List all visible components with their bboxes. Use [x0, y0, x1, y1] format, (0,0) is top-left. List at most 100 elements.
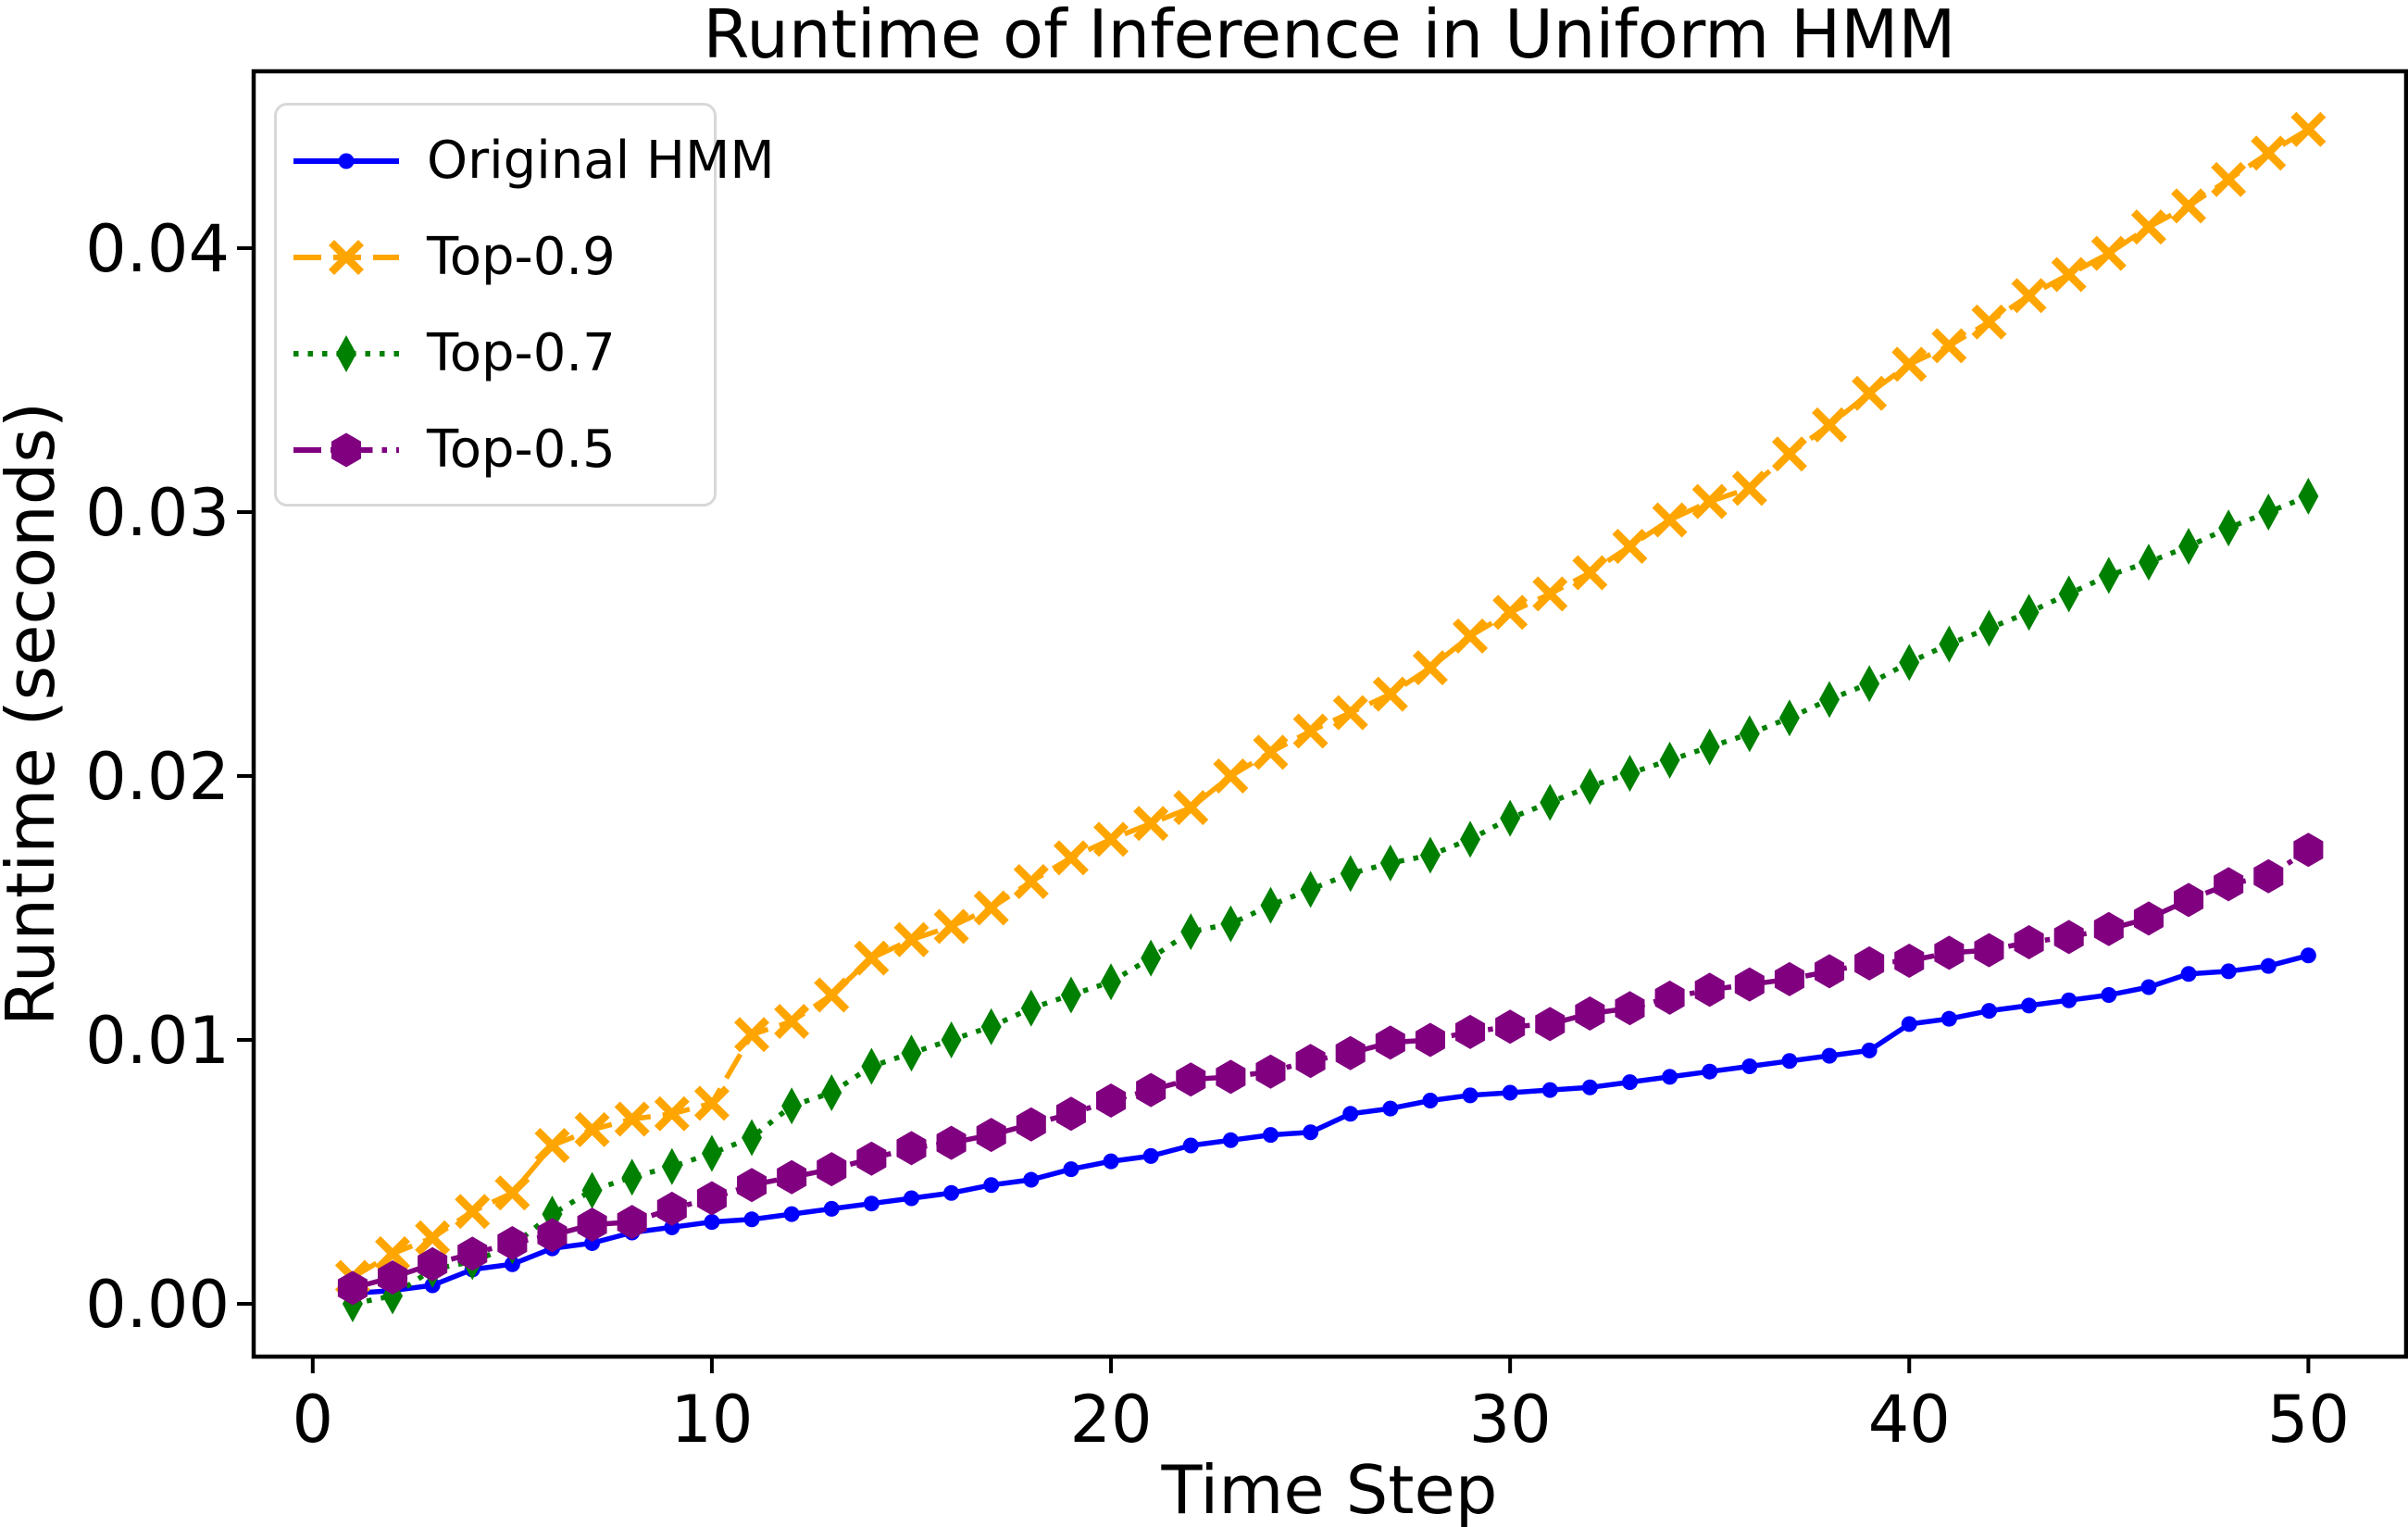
series-marker-top-0-5: [2133, 901, 2164, 936]
series-marker-top-0-5: [1815, 954, 1845, 989]
series-marker-top-0-5: [817, 1152, 847, 1187]
series-marker-top-0-9: [2171, 188, 2207, 224]
series-marker-top-0-5: [1615, 991, 1645, 1026]
series-marker-top-0-9: [1652, 502, 1688, 538]
series-marker-top-0-9: [2290, 111, 2327, 147]
series-marker-top-0-7: [1060, 976, 1081, 1014]
series-marker-top-0-7: [1819, 681, 1840, 719]
series-marker-top-0-5: [2093, 911, 2124, 946]
series-marker-top-0-9: [2090, 235, 2127, 271]
series-marker-top-0-9: [1812, 407, 1848, 443]
series-marker-original-hmm: [1382, 1100, 1399, 1117]
legend-sample-top-0-5: [293, 432, 399, 468]
series-marker-top-0-5: [1335, 1035, 1366, 1070]
legend-sample-original-hmm: [293, 153, 399, 169]
series-marker-original-hmm: [2061, 992, 2077, 1008]
series-marker-original-hmm: [1502, 1084, 1518, 1101]
series-marker-top-0-7: [581, 1171, 603, 1209]
series-marker-top-0-5: [1455, 1014, 1486, 1049]
series-marker-top-0-5: [737, 1168, 767, 1203]
series-marker-top-0-5: [1055, 1096, 1086, 1132]
series-marker-original-hmm: [1741, 1058, 1758, 1074]
series-marker-top-0-9: [1931, 328, 1967, 364]
legend-sample-marker-top-0-5: [331, 432, 362, 468]
series-marker-top-0-5: [777, 1159, 807, 1195]
series-marker-top-0-5: [1934, 935, 1965, 970]
series-marker-top-0-9: [893, 921, 930, 958]
series-marker-top-0-5: [1096, 1083, 1127, 1119]
series-marker-top-0-9: [1612, 529, 1648, 565]
series-marker-top-0-5: [537, 1218, 568, 1253]
series-marker-top-0-5: [1255, 1054, 1286, 1089]
series-marker-top-0-7: [1020, 989, 1042, 1027]
series-marker-top-0-7: [1141, 939, 1162, 977]
legend-label-original-hmm: Original HMM: [427, 131, 775, 191]
series-marker-original-hmm: [1940, 1010, 1957, 1027]
series-marker-top-0-9: [1572, 555, 1608, 591]
series-marker-original-hmm: [1422, 1093, 1439, 1109]
x-tick-label: 50: [2267, 1382, 2350, 1458]
series-marker-top-0-7: [2138, 544, 2159, 582]
series-marker-original-hmm: [2021, 997, 2038, 1014]
series-marker-top-0-9: [1771, 436, 1807, 472]
series-marker-top-0-9: [2251, 135, 2287, 171]
series-marker-top-0-5: [497, 1225, 528, 1260]
legend-item-original-hmm: Original HMM: [290, 113, 775, 209]
series-marker-top-0-7: [1300, 870, 1321, 908]
series-marker-original-hmm: [1342, 1106, 1359, 1122]
y-tick-label: 0.02: [85, 739, 230, 815]
series-marker-top-0-9: [1691, 483, 1728, 519]
series-marker-top-0-7: [980, 1008, 1002, 1045]
series-marker-top-0-9: [1453, 618, 1489, 654]
series-marker-top-0-9: [734, 1017, 770, 1053]
series-marker-top-0-5: [896, 1131, 927, 1166]
series-marker-top-0-9: [814, 977, 850, 1013]
series-marker-top-0-7: [821, 1073, 842, 1111]
y-axis-label: Runtime (seconds): [0, 402, 69, 1026]
series-marker-top-0-9: [2211, 161, 2247, 197]
series-marker-top-0-7: [1659, 741, 1680, 779]
series-marker-original-hmm: [1621, 1074, 1638, 1091]
series-marker-original-hmm: [1581, 1079, 1598, 1095]
legend-sample-marker-original-hmm: [338, 153, 355, 169]
series-marker-top-0-5: [2214, 867, 2244, 902]
legend: Original HMM Top-0.9 Top-0.7 Top-0.5: [274, 103, 775, 507]
series-marker-top-0-5: [2253, 858, 2284, 894]
series-marker-original-hmm: [1541, 1082, 1558, 1098]
series-marker-original-hmm: [1821, 1047, 1838, 1064]
series-marker-top-0-5: [1016, 1107, 1046, 1142]
series-marker-original-hmm: [2140, 979, 2157, 995]
series-marker-top-0-9: [375, 1235, 411, 1271]
series-marker-top-0-9: [1332, 695, 1368, 731]
series-marker-top-0-9: [614, 1101, 650, 1137]
series-marker-top-0-5: [2053, 920, 2084, 955]
series-marker-top-0-5: [936, 1125, 967, 1160]
series-marker-top-0-5: [1734, 967, 1765, 1002]
y-tick-label: 0.01: [85, 1003, 230, 1079]
series-marker-original-hmm: [863, 1195, 880, 1212]
series-marker-top-0-9: [1133, 806, 1169, 842]
series-marker-top-0-7: [1778, 699, 1800, 737]
legend-label-top-0-7: Top-0.7: [427, 323, 616, 383]
series-marker-original-hmm: [2260, 958, 2277, 974]
x-axis-label: Time Step: [1160, 1451, 1497, 1527]
series-marker-top-0-9: [1253, 734, 1289, 770]
series-marker-top-0-7: [1699, 728, 1720, 766]
series-marker-top-0-5: [2174, 882, 2204, 918]
legend-sample-marker-top-0-9: [328, 239, 365, 276]
series-marker-top-0-9: [1093, 821, 1129, 857]
series-marker-top-0-7: [781, 1087, 803, 1125]
series-marker-top-0-9: [415, 1220, 451, 1256]
series-marker-top-0-7: [901, 1034, 922, 1072]
series-marker-top-0-5: [1654, 980, 1685, 1015]
series-marker-top-0-9: [1292, 713, 1329, 749]
series-marker-original-hmm: [1462, 1087, 1478, 1104]
series-marker-top-0-7: [1500, 799, 1521, 837]
series-line-original-hmm: [352, 953, 2310, 1296]
series-marker-top-0-7: [1540, 783, 1561, 821]
legend-item-top-0-7: Top-0.7: [290, 306, 714, 402]
series-marker-top-0-5: [337, 1270, 368, 1306]
series-marker-top-0-5: [1894, 943, 1925, 978]
series-marker-top-0-5: [1974, 932, 2004, 968]
